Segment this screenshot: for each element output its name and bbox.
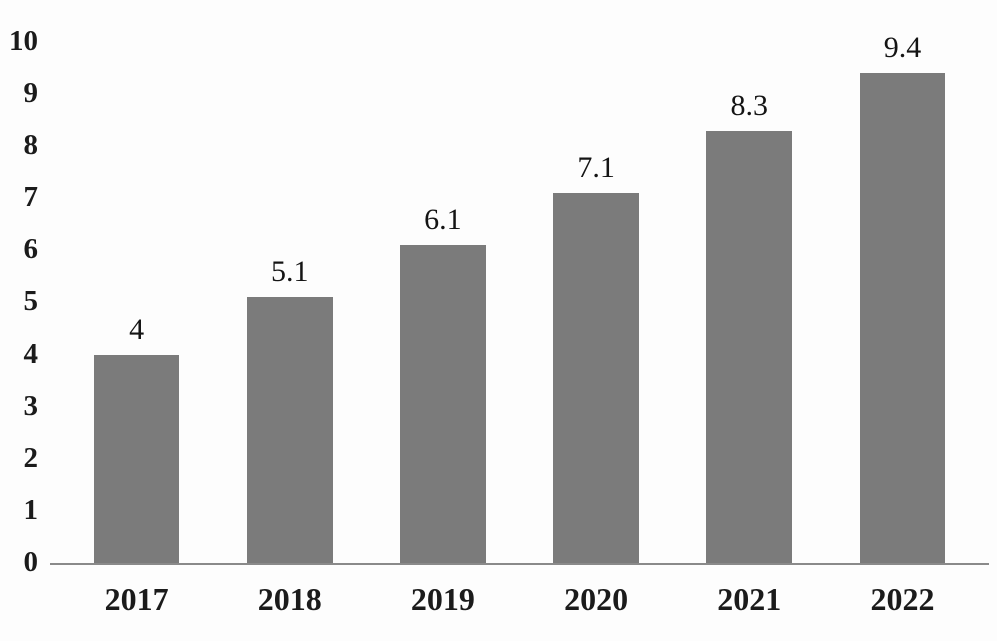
bar-slot-2020: 7.1 xyxy=(520,42,673,563)
y-axis-tick-label: 4 xyxy=(23,337,39,370)
y-axis-tick-label: 7 xyxy=(23,181,39,214)
x-axis-tick-label-2019: 2019 xyxy=(410,581,475,617)
y-axis-tick-label: 6 xyxy=(23,233,39,266)
bar-2018: 5.1 xyxy=(246,257,333,563)
bar-value-label: 9.4 xyxy=(883,31,922,65)
plot-area: 4 5.1 6.1 7.1 8.3 9.4 xyxy=(50,33,989,565)
y-axis-tick-label: 3 xyxy=(23,389,39,422)
bar-value-label: 5.1 xyxy=(271,255,309,289)
bar-slot-2017: 4 xyxy=(60,42,213,563)
y-axis-tick-label: 2 xyxy=(23,441,39,474)
bar-value-label: 7.1 xyxy=(577,151,615,185)
bar-2022: 9.4 xyxy=(859,33,946,563)
y-axis-tick-label: 10 xyxy=(9,25,38,57)
x-axis-tick-label-2020: 2020 xyxy=(564,581,629,617)
x-axis: 2017 2018 2019 2020 2021 2022 xyxy=(50,583,989,615)
x-axis-tick-label-2022: 2022 xyxy=(870,581,935,617)
y-axis-tick-label: 9 xyxy=(23,77,39,110)
y-axis: 10 9 8 7 6 5 4 3 2 1 0 xyxy=(0,27,44,577)
y-axis-tick-label: 1 xyxy=(23,493,39,526)
x-axis-tick-label-2017: 2017 xyxy=(104,581,169,617)
bar-slot-2019: 6.1 xyxy=(366,42,519,563)
bar-slot-2022: 9.4 xyxy=(826,33,979,563)
bar-value-label: 4 xyxy=(129,312,145,346)
bar-value-label: 8.3 xyxy=(730,88,769,122)
bar-slot-2021: 8.3 xyxy=(673,42,826,563)
y-axis-tick-label: 5 xyxy=(23,285,39,318)
x-axis-tick-label-2021: 2021 xyxy=(717,581,782,617)
y-axis-tick-label: 8 xyxy=(23,129,39,162)
bar-2021: 8.3 xyxy=(706,90,793,563)
bar-value-label: 6.1 xyxy=(424,203,462,237)
x-axis-tick-label-2018: 2018 xyxy=(257,581,322,617)
y-axis-tick-label: 0 xyxy=(23,545,39,578)
bar-2017: 4 xyxy=(93,314,180,563)
bar-2020: 7.1 xyxy=(553,153,639,563)
bar-2019: 6.1 xyxy=(400,205,486,563)
bar-slot-2018: 5.1 xyxy=(213,42,366,563)
